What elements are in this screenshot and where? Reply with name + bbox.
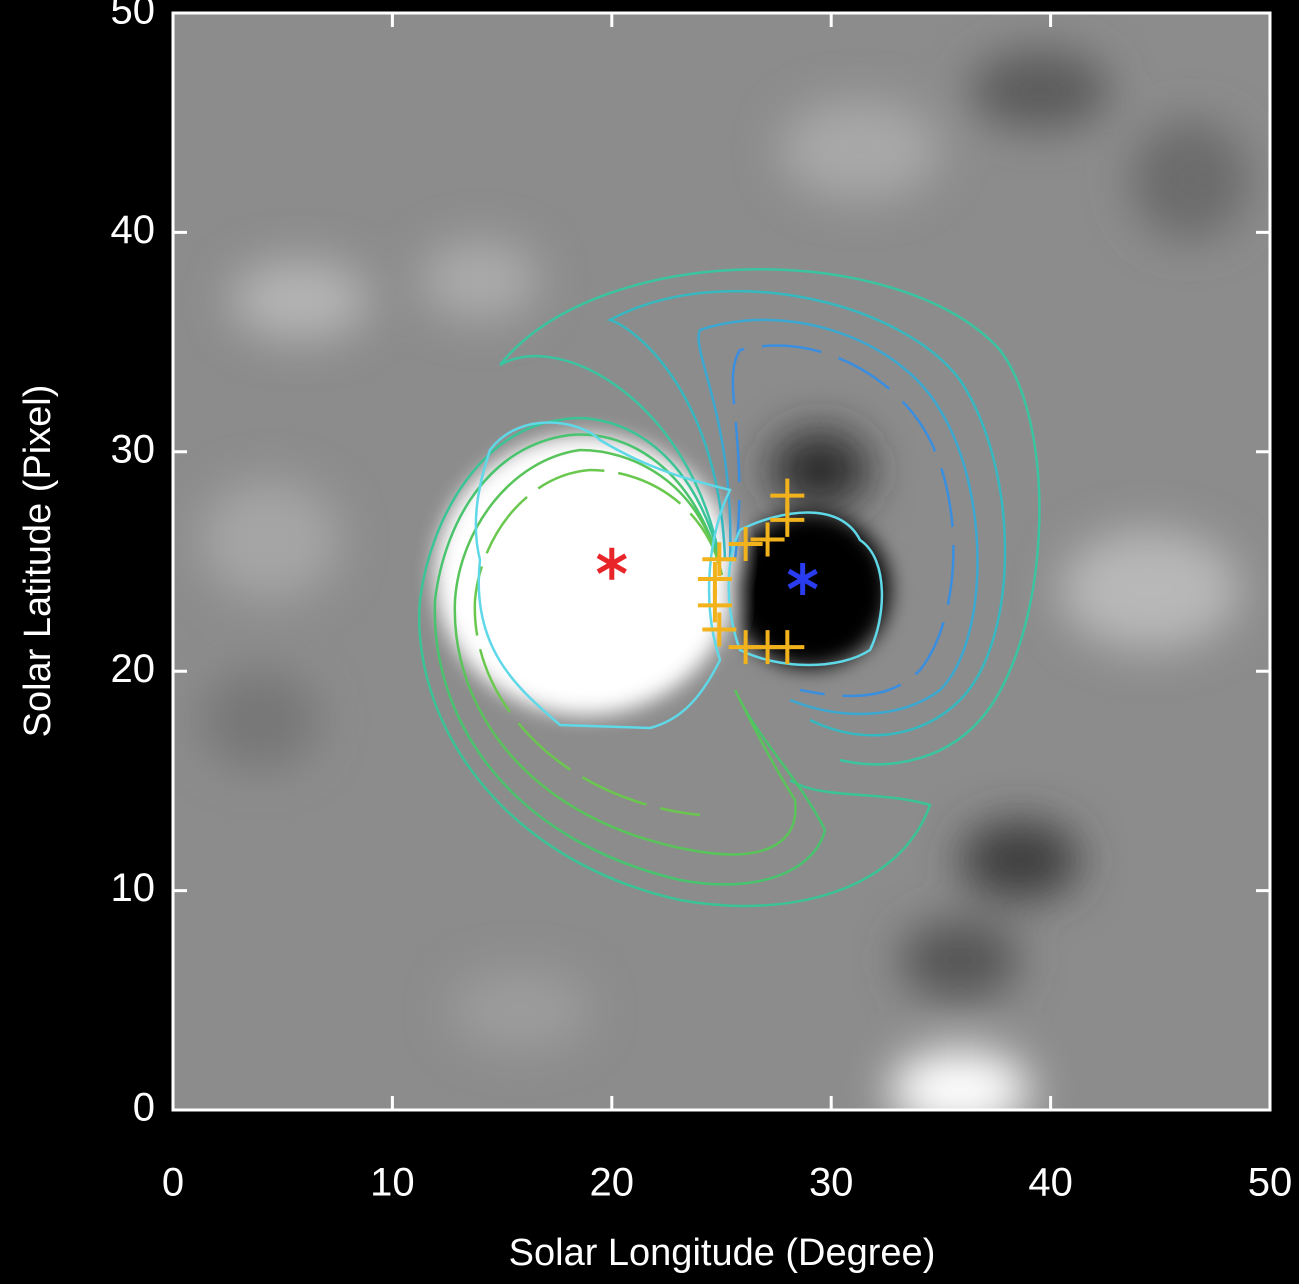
y-tick-label: 0 xyxy=(133,1086,155,1130)
y-tick-label: 10 xyxy=(111,866,156,910)
y-tick-label: 50 xyxy=(111,0,156,33)
y-axis-label: Solar Latitude (Pixel) xyxy=(17,385,59,738)
y-tick-label: 30 xyxy=(111,427,156,471)
x-tick-label: 50 xyxy=(1248,1161,1293,1205)
x-tick-label: 20 xyxy=(590,1161,635,1205)
chart: Solar Longitude (Degree) Solar Latitude … xyxy=(0,0,1299,1284)
x-tick-label: 10 xyxy=(370,1161,415,1205)
x-axis-label: Solar Longitude (Degree) xyxy=(509,1232,936,1274)
y-tick-label: 40 xyxy=(111,208,156,252)
x-tick-label: 40 xyxy=(1028,1161,1073,1205)
x-tick-label: 0 xyxy=(162,1161,184,1205)
y-tick-label: 20 xyxy=(111,647,156,691)
x-tick-label: 30 xyxy=(809,1161,854,1205)
